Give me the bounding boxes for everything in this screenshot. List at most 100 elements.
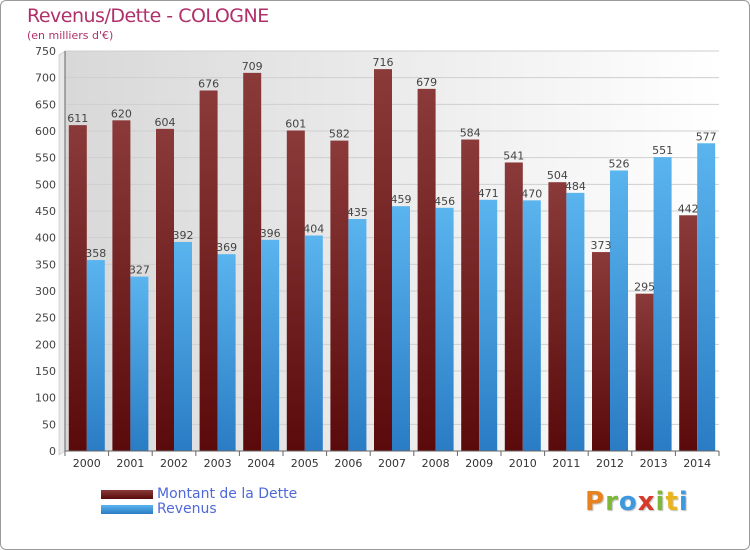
y-tick-label: 150	[35, 365, 56, 378]
data-label-revenue: 471	[478, 187, 499, 200]
bars: 611 358 620 327 604 392 676 369 709 396 601 404 582 4…	[67, 56, 717, 452]
y-tick-label: 500	[35, 178, 56, 191]
x-tick-label: 2010	[509, 457, 537, 470]
y-tick-label: 450	[35, 205, 56, 218]
y-tick-label: 200	[35, 338, 56, 351]
x-tick-label: 2005	[291, 457, 319, 470]
bar-debt	[417, 88, 436, 451]
logo-letter: P	[585, 487, 606, 517]
y-tick-label: 250	[35, 312, 56, 325]
data-label-debt: 373	[591, 239, 612, 252]
legend-swatch-debt	[101, 490, 153, 499]
x-tick-label: 2013	[640, 457, 668, 470]
bar-debt	[243, 72, 262, 451]
data-label-debt: 442	[678, 202, 699, 215]
logo-letter: t	[665, 487, 679, 517]
x-tick-label: 2004	[247, 457, 275, 470]
x-tick-label: 2007	[378, 457, 406, 470]
x-tick-label: 2009	[465, 457, 493, 470]
y-tick-label: 550	[35, 152, 56, 165]
logo-letter: i	[655, 487, 666, 517]
data-label-debt: 676	[198, 77, 219, 90]
bar-debt	[374, 69, 392, 451]
y-tick-label: 300	[35, 285, 56, 298]
y-tick-label: 750	[35, 45, 56, 58]
x-axis-ticks: 2000 2001 2002 2003 2004 2005 2006 2007 2008 2009…	[64, 451, 720, 470]
bar-debt	[156, 128, 174, 451]
bar-debt	[635, 293, 654, 451]
bar-revenue	[653, 157, 672, 451]
data-label-revenue: 396	[260, 227, 281, 240]
bar-debt	[286, 130, 305, 451]
data-label-debt: 716	[373, 56, 394, 69]
data-label-revenue: 484	[565, 180, 586, 193]
data-label-debt: 709	[242, 60, 263, 73]
data-label-revenue: 327	[129, 264, 150, 277]
data-label-debt: 601	[285, 117, 306, 130]
bar-revenue	[479, 199, 498, 451]
data-label-revenue: 459	[391, 193, 412, 206]
bar-revenue	[261, 239, 280, 451]
y-tick-label: 600	[35, 125, 56, 138]
bar-revenue	[392, 206, 410, 451]
bar-debt	[592, 252, 610, 451]
bar-revenue	[348, 219, 367, 451]
bar-revenue	[522, 200, 541, 451]
x-tick-label: 2008	[422, 457, 450, 470]
axes	[64, 51, 719, 452]
x-tick-label: 2012	[596, 457, 624, 470]
bar-revenue	[86, 260, 105, 451]
y-tick-label: 400	[35, 232, 56, 245]
bar-revenue	[566, 192, 585, 451]
bar-revenue	[610, 170, 628, 451]
bar-debt	[330, 140, 349, 451]
data-label-revenue: 551	[652, 144, 673, 157]
data-label-revenue: 358	[85, 247, 106, 260]
data-label-debt: 611	[67, 112, 88, 125]
x-tick-label: 2006	[334, 457, 362, 470]
chart-subtitle: (en milliers d'€)	[27, 29, 114, 42]
bar-revenue	[130, 276, 149, 451]
logo-letter: o	[618, 487, 638, 517]
data-label-revenue: 435	[347, 206, 368, 219]
bar-debt	[679, 215, 698, 451]
data-label-debt: 620	[111, 107, 132, 120]
data-label-debt: 582	[329, 128, 350, 141]
legend-swatch-revenue	[101, 505, 153, 514]
logo-letter: r	[605, 487, 619, 517]
bar-debt	[199, 90, 218, 451]
legend-label-debt: Montant de la Dette	[157, 486, 298, 502]
bar-revenue	[435, 207, 454, 451]
data-label-revenue: 392	[173, 229, 194, 242]
data-label-revenue: 404	[303, 223, 324, 236]
bar-debt	[112, 120, 131, 451]
y-tick-label: 650	[35, 98, 56, 111]
data-label-revenue: 456	[434, 195, 455, 208]
y-tick-label: 350	[35, 258, 56, 271]
y-axis-ticks: 0 50 100 150 200 250 300 350 400 450 500 550 600 650 7…	[35, 45, 56, 458]
bar-debt	[504, 162, 523, 451]
x-tick-label: 2001	[116, 457, 144, 470]
data-label-debt: 541	[503, 149, 524, 162]
bar-revenue	[217, 254, 236, 451]
bar-revenue	[304, 235, 323, 451]
y-tick-label: 0	[49, 445, 56, 458]
plot-side-wall	[58, 50, 66, 456]
y-tick-label: 50	[42, 418, 56, 431]
data-label-revenue: 577	[696, 130, 717, 143]
bar-debt	[68, 125, 87, 451]
bar-debt	[548, 182, 567, 451]
x-tick-label: 2002	[160, 457, 188, 470]
bar-revenue	[697, 143, 716, 451]
chart-title: Revenus/Dette - COLOGNE	[27, 5, 269, 27]
x-tick-label: 2003	[204, 457, 232, 470]
y-tick-label: 700	[35, 72, 56, 85]
x-tick-label: 2014	[683, 457, 711, 470]
data-label-revenue: 526	[609, 157, 630, 170]
proxiti-logo: Proxiti	[585, 487, 689, 517]
bar-debt	[461, 139, 480, 452]
logo-letter: i	[678, 487, 689, 517]
data-label-debt: 679	[416, 76, 437, 89]
